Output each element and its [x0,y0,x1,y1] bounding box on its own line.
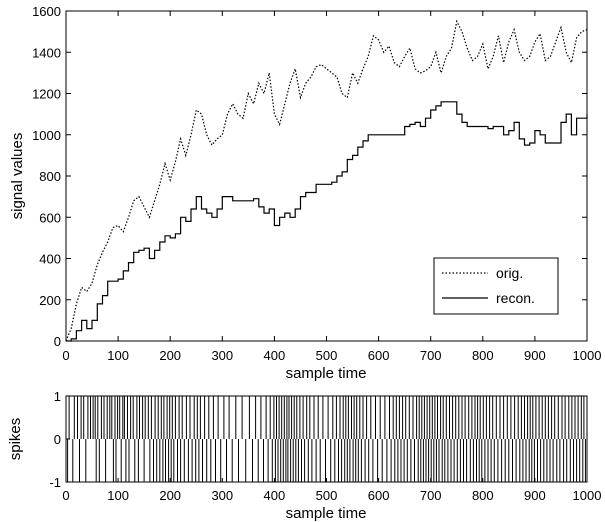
signal-x-ticks: 0 100 200 300 400 500 600 700 800 900 1000 [62,11,601,363]
x-tick-label: 100 [107,348,129,363]
x-tick-label: 0 [62,488,69,503]
x-tick-label: 500 [316,488,338,503]
x-tick-label: 400 [264,488,286,503]
x-tick-label: 1000 [573,488,602,503]
x-tick-label: 600 [368,488,390,503]
x-tick-label: 0 [62,348,69,363]
y-tick-label: 1600 [32,4,61,19]
legend: orig. recon. [433,257,559,315]
y-tick-label: -1 [49,475,61,490]
x-tick-label: 200 [159,488,181,503]
x-tick-label: 1000 [573,348,602,363]
x-tick-label: 900 [524,488,546,503]
x-tick-label: 900 [524,348,546,363]
y-tick-label: 400 [39,252,61,267]
legend-label-recon: recon. [496,290,535,306]
series-line-orig [65,19,588,342]
x-tick-label: 100 [107,488,129,503]
spikes-y-axis-label: spikes [7,418,24,461]
y-tick-label: 800 [39,169,61,184]
y-tick-label: 600 [39,210,61,225]
signal-plot: 0 100 200 300 400 500 600 700 800 900 1000 0 200 400… [9,4,601,382]
legend-box [433,257,559,315]
x-tick-label: 300 [211,348,233,363]
x-tick-label: 700 [420,488,442,503]
series-line-recon [66,101,588,342]
x-tick-label: 300 [211,488,233,503]
spikes-x-axis-label: sample time [286,505,367,522]
y-tick-label: 1400 [32,45,61,60]
x-tick-label: 800 [472,488,494,503]
x-tick-label: 600 [368,348,390,363]
x-tick-label: 200 [159,348,181,363]
spikes-x-ticks: 0 100 200 300 400 500 600 700 800 900 1000 [62,478,601,503]
signal-y-ticks: 0 200 400 600 800 1000 1200 1400 1600 [32,4,587,349]
x-tick-label: 500 [316,348,338,363]
legend-label-orig: orig. [496,265,523,281]
x-tick-label: 800 [472,348,494,363]
y-tick-label: 1000 [32,128,61,143]
y-tick-label: 200 [39,293,61,308]
spikes-plot: 0 100 200 300 400 500 600 700 800 900 1000 -101 sa… [7,389,601,522]
x-tick-label: 700 [420,348,442,363]
signal-y-axis-label: signal values [9,133,26,220]
y-tick-label: 0 [54,334,61,349]
x-tick-label: 400 [264,348,286,363]
y-tick-label: 0 [54,432,61,447]
y-tick-label: 1200 [32,87,61,102]
y-tick-label: 1 [54,389,61,404]
spikes-y-ticks: -1 0 1 [49,389,70,490]
spikes-series-group [67,396,586,482]
signal-series-group [65,19,588,342]
signal-x-axis-label: sample time [286,365,367,382]
